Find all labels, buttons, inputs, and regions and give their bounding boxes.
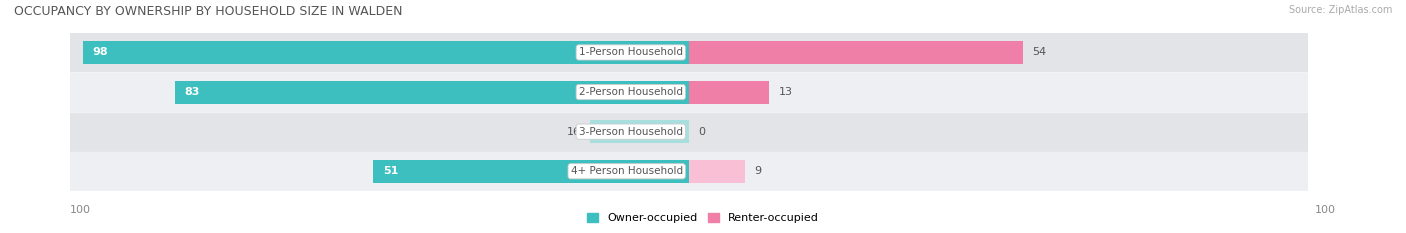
Bar [374,160,689,183]
Text: 3-Person Household: 3-Person Household [579,127,683,137]
Text: 83: 83 [184,87,200,97]
Text: 9: 9 [754,166,761,176]
Bar [591,120,689,143]
Text: 0: 0 [699,127,706,137]
Text: Source: ZipAtlas.com: Source: ZipAtlas.com [1288,5,1392,15]
Legend: Owner-occupied, Renter-occupied: Owner-occupied, Renter-occupied [582,208,824,227]
Bar [689,113,1308,151]
Bar [689,33,1308,72]
Bar [70,113,689,151]
Text: OCCUPANCY BY OWNERSHIP BY HOUSEHOLD SIZE IN WALDEN: OCCUPANCY BY OWNERSHIP BY HOUSEHOLD SIZE… [14,5,402,18]
Bar [689,160,745,183]
Text: 98: 98 [91,48,108,57]
Text: 13: 13 [779,87,793,97]
Bar [70,33,689,72]
Bar [83,41,689,64]
Text: 1-Person Household: 1-Person Household [579,48,683,57]
Text: 51: 51 [382,166,398,176]
Text: 54: 54 [1032,48,1046,57]
Text: 100: 100 [1315,205,1336,215]
Text: 16: 16 [567,127,581,137]
Text: 2-Person Household: 2-Person Household [579,87,683,97]
Bar [70,152,689,190]
Bar [689,152,1308,190]
Text: 100: 100 [70,205,91,215]
Bar [70,73,689,111]
Bar [176,81,689,103]
Text: 4+ Person Household: 4+ Person Household [571,166,683,176]
Bar [689,41,1024,64]
Bar [689,73,1308,111]
Bar [689,81,769,103]
